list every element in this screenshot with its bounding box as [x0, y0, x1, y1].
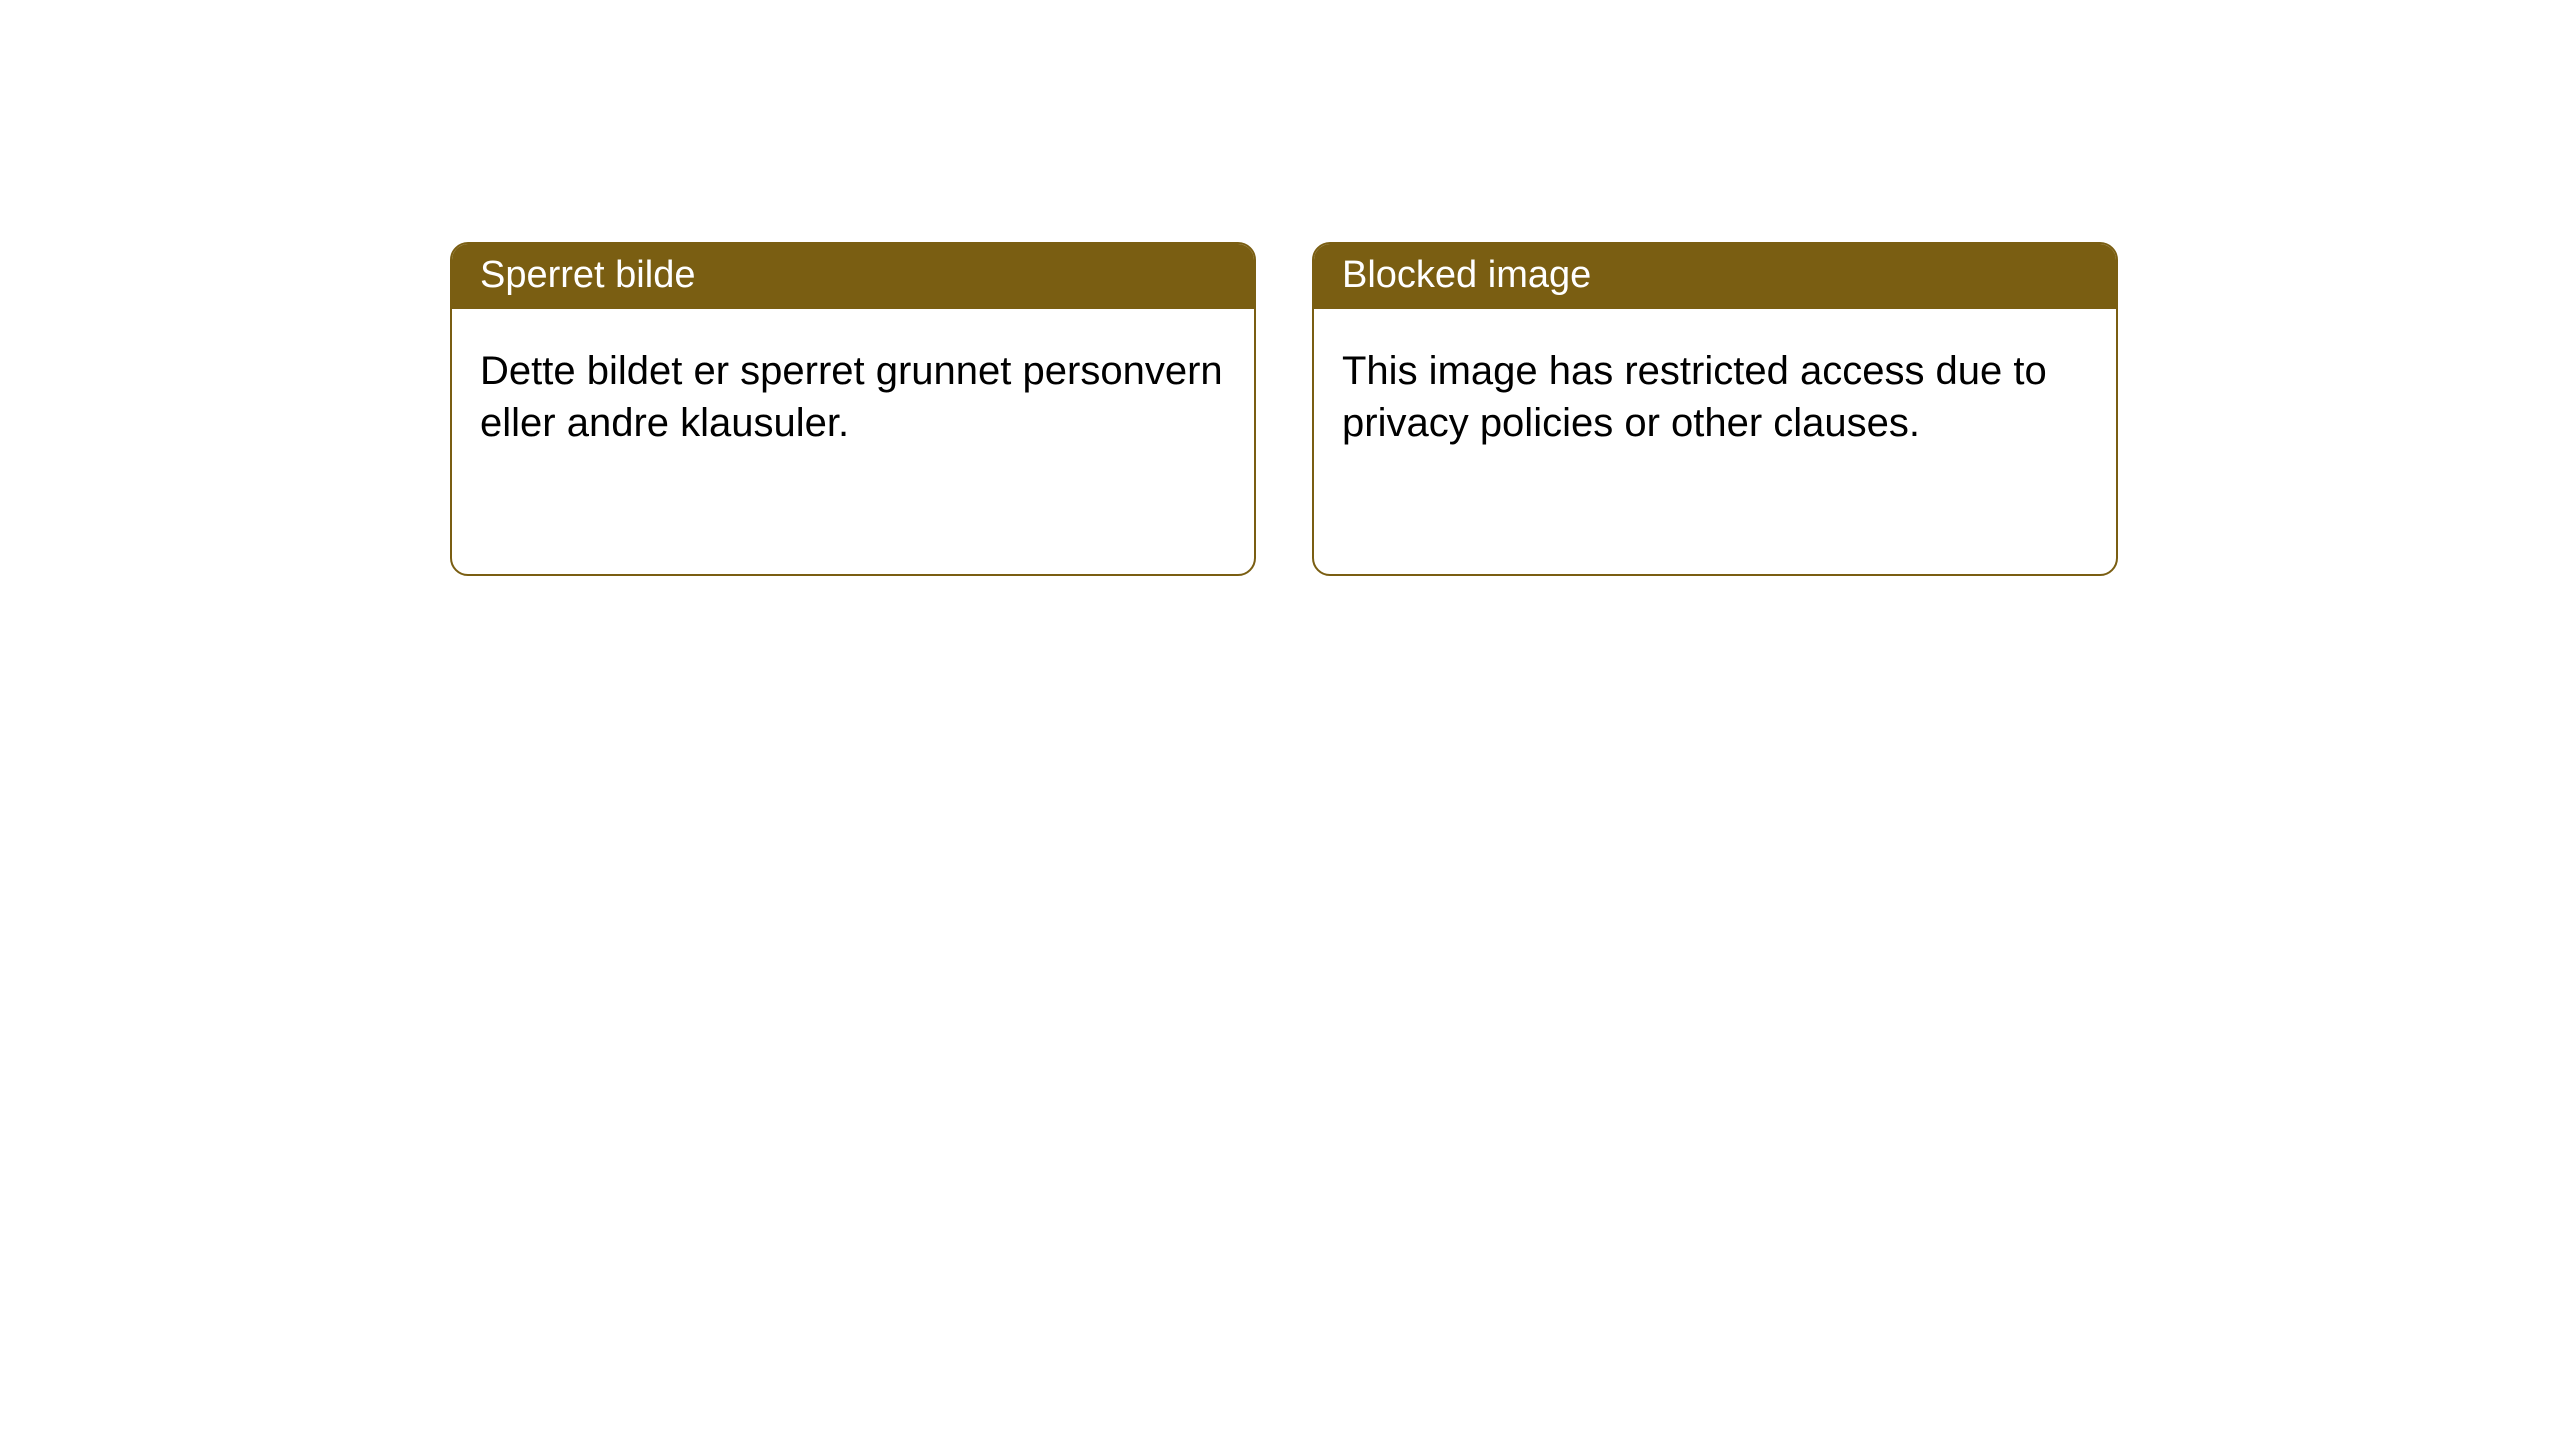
- notice-title-norwegian: Sperret bilde: [480, 254, 695, 296]
- notice-card-norwegian: Sperret bilde Dette bildet er sperret gr…: [450, 242, 1256, 576]
- notice-body-norwegian: Dette bildet er sperret grunnet personve…: [452, 309, 1254, 485]
- notice-title-english: Blocked image: [1342, 254, 1591, 296]
- notices-container: Sperret bilde Dette bildet er sperret gr…: [450, 242, 2118, 576]
- notice-header-norwegian: Sperret bilde: [452, 244, 1254, 309]
- notice-header-english: Blocked image: [1314, 244, 2116, 309]
- notice-text-english: This image has restricted access due to …: [1342, 349, 2047, 445]
- notice-body-english: This image has restricted access due to …: [1314, 309, 2116, 485]
- notice-card-english: Blocked image This image has restricted …: [1312, 242, 2118, 576]
- notice-text-norwegian: Dette bildet er sperret grunnet personve…: [480, 349, 1223, 445]
